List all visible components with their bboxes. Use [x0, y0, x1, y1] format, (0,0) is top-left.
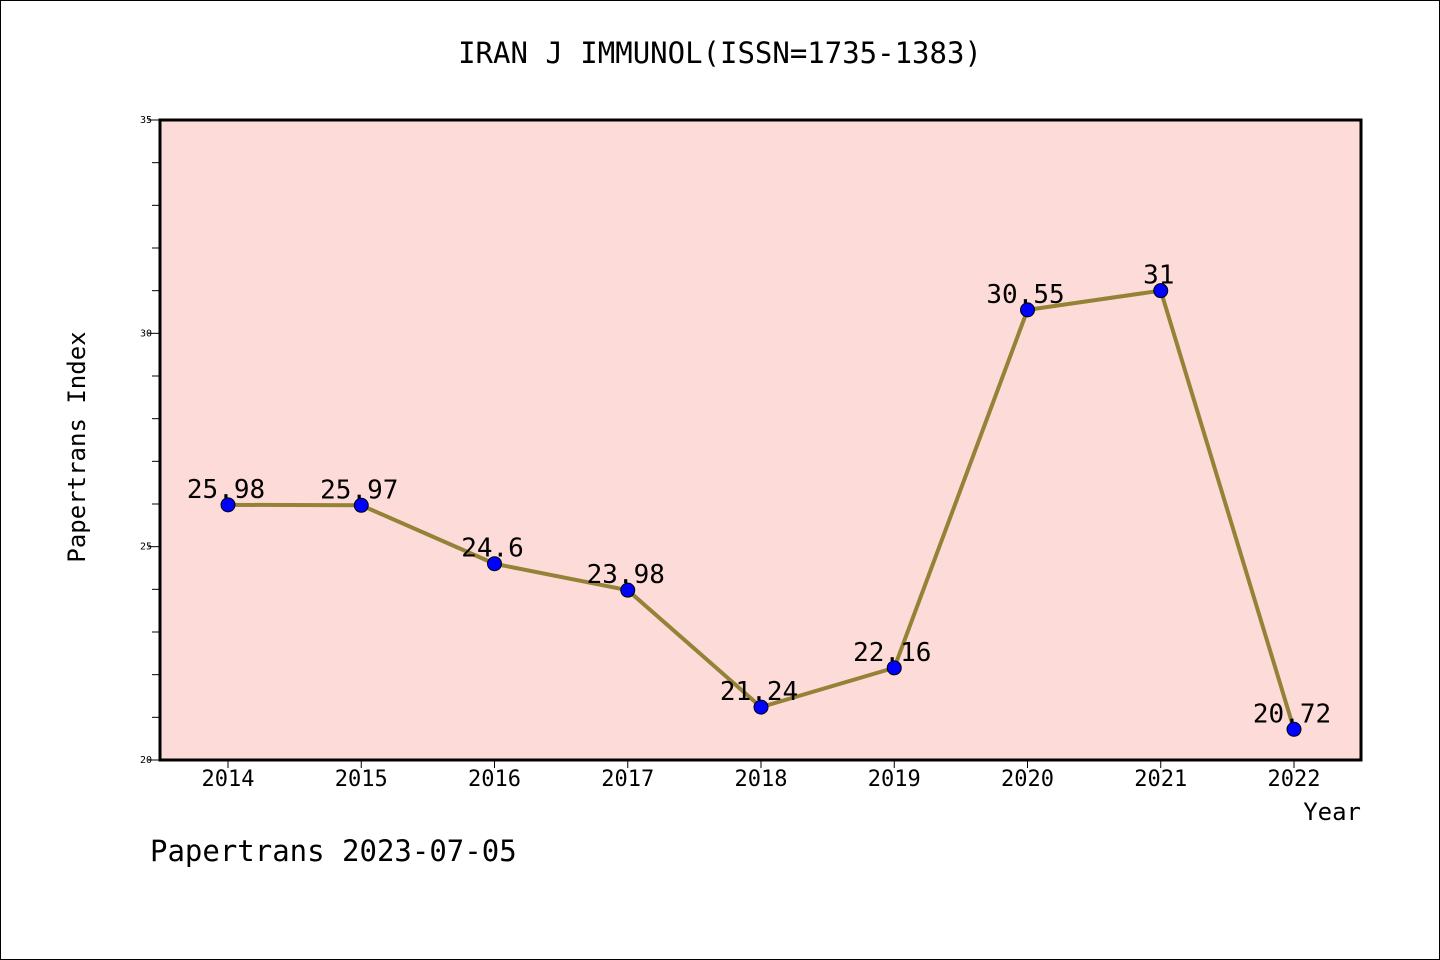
footer-stamp: Papertrans 2023-07-05 [150, 834, 517, 868]
data-point-2018 [753, 699, 769, 715]
y-axis-label: Papertrans Index [63, 331, 91, 562]
data-labels: 25.98 25.97 24.6 23.98 21.24 22.16 30.55 31 20.7… [187, 261, 1331, 730]
y-tick-label: 35 [140, 115, 152, 126]
x-tick-label: 2019 [868, 767, 921, 792]
x-tick-label: 2020 [1001, 767, 1054, 792]
data-label-2015: 25.97 [320, 475, 398, 505]
y-tick-label: 30 [140, 328, 152, 339]
y-tick-label: 20 [140, 755, 152, 766]
data-label-2017: 23.98 [587, 560, 665, 590]
plot-border [158, 118, 1363, 762]
data-point-2019 [886, 660, 902, 676]
chart-title: IRAN J IMMUNOL(ISSN=1735-1383) [458, 36, 982, 70]
x-axis-ticks: 2014 2015 2016 2017 2018 2019 2020 2021 2022 [202, 760, 1321, 792]
x-tick-label: 2021 [1134, 767, 1187, 792]
data-markers [220, 283, 1302, 737]
data-label-2019: 22.16 [853, 638, 931, 668]
data-label-2022: 20.72 [1253, 699, 1331, 729]
data-point-2015 [353, 497, 369, 513]
x-tick-label: 2015 [335, 767, 388, 792]
x-tick-label: 2014 [202, 767, 255, 792]
x-tick-label: 2022 [1268, 767, 1321, 792]
data-point-2022 [1286, 721, 1302, 737]
plot-area [160, 120, 1361, 760]
x-tick-label: 2018 [735, 767, 788, 792]
y-axis-ticks: 20 25 30 35 [140, 115, 160, 766]
data-label-2018: 21.24 [720, 677, 798, 707]
data-point-2017 [620, 582, 636, 598]
data-point-2014 [220, 497, 236, 513]
x-tick-label: 2016 [468, 767, 521, 792]
data-label-2020: 30.55 [986, 280, 1064, 310]
data-point-2021 [1153, 283, 1169, 299]
data-point-2020 [1020, 302, 1035, 318]
data-point-2016 [487, 556, 502, 572]
data-label-2021: 31 [1143, 261, 1174, 291]
x-tick-label: 2017 [601, 767, 654, 792]
data-label-2016: 24.6 [461, 534, 524, 564]
data-label-2014: 25.98 [187, 475, 265, 505]
x-axis-label: Year [1303, 798, 1361, 826]
y-tick-label: 25 [140, 542, 152, 553]
